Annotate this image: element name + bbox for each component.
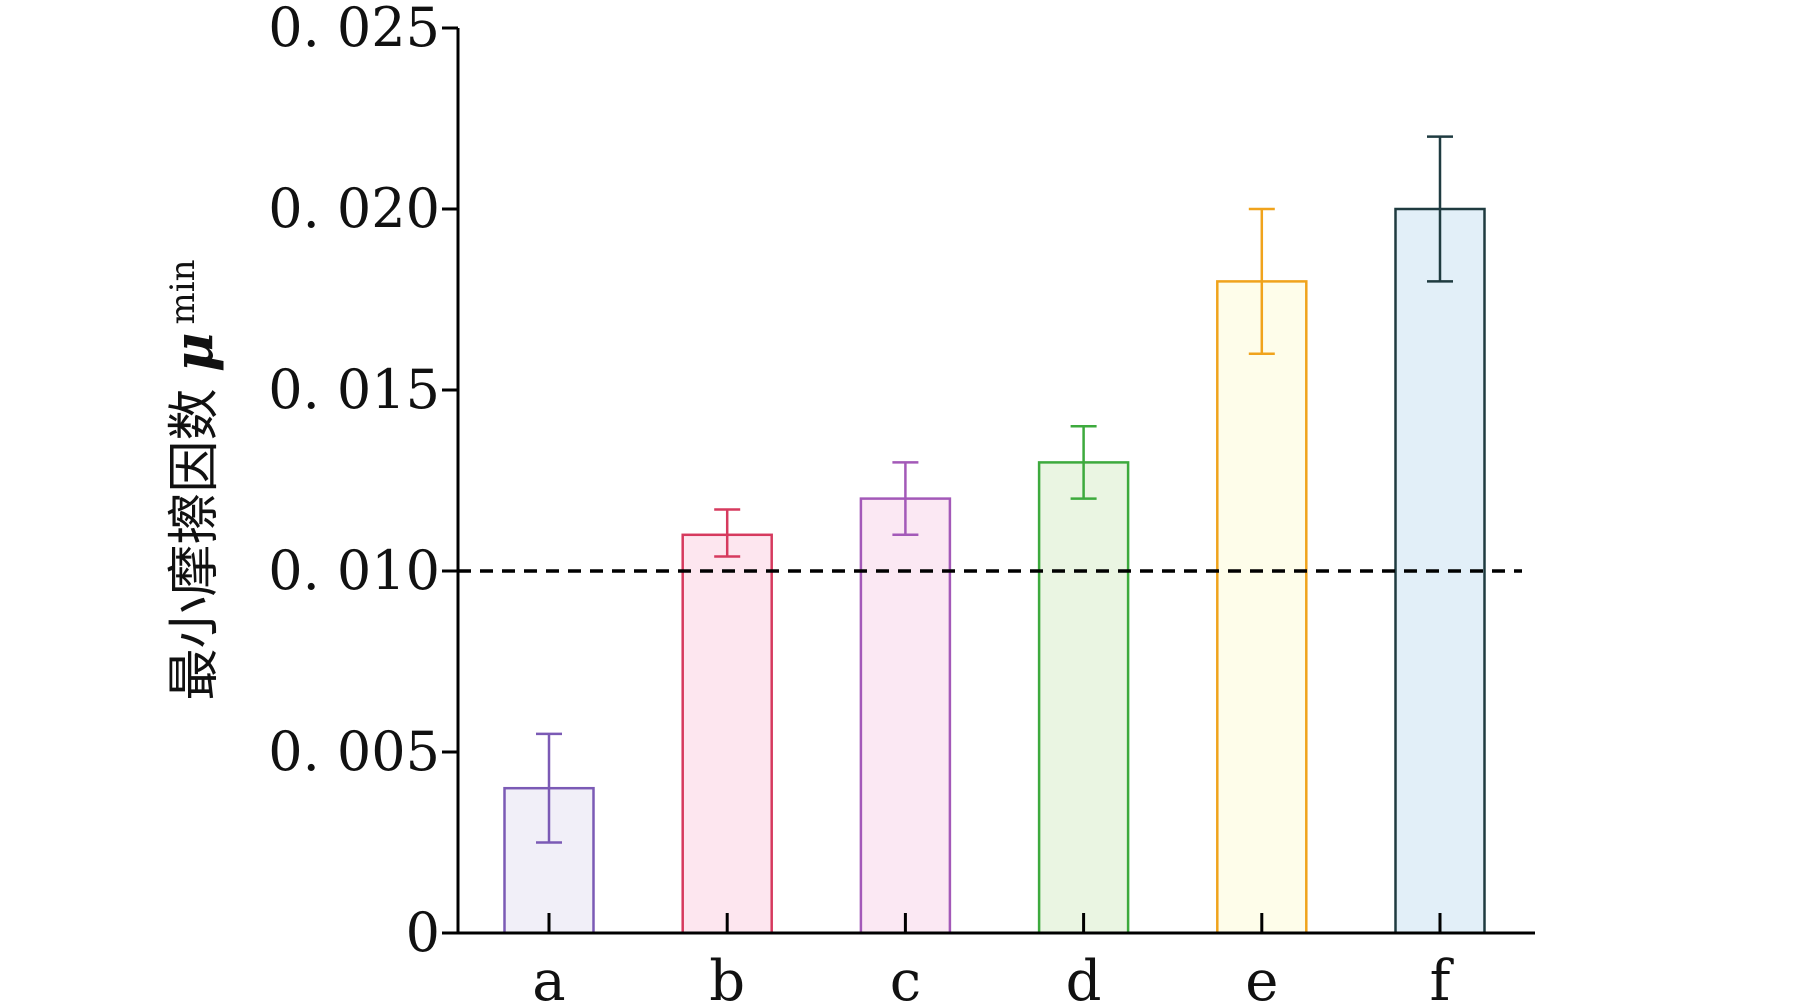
y-axis-title: 最小摩擦因数 μmin	[161, 259, 225, 700]
x-tick-label: a	[532, 949, 565, 1005]
bar-d	[1037, 461, 1130, 935]
bar-c	[859, 497, 952, 935]
y-tick-label: 0. 005	[268, 720, 440, 783]
x-tick-label: e	[1245, 949, 1278, 1005]
x-tick-label: d	[1066, 949, 1102, 1005]
y-tick-label: 0	[406, 901, 440, 964]
y-axis-title-text: 最小摩擦因数 μmin	[161, 259, 225, 700]
bar-e	[1216, 280, 1308, 935]
y-tick-label: 0. 010	[268, 539, 440, 602]
bar-b	[681, 533, 773, 935]
x-tick-label: c	[890, 949, 921, 1005]
y-tick-label: 0. 025	[268, 0, 440, 59]
x-tick-label: f	[1430, 949, 1455, 1005]
y-tick-label: 0. 020	[268, 177, 440, 240]
x-tick-label: b	[709, 949, 745, 1005]
y-tick-label: 0. 015	[268, 358, 440, 421]
